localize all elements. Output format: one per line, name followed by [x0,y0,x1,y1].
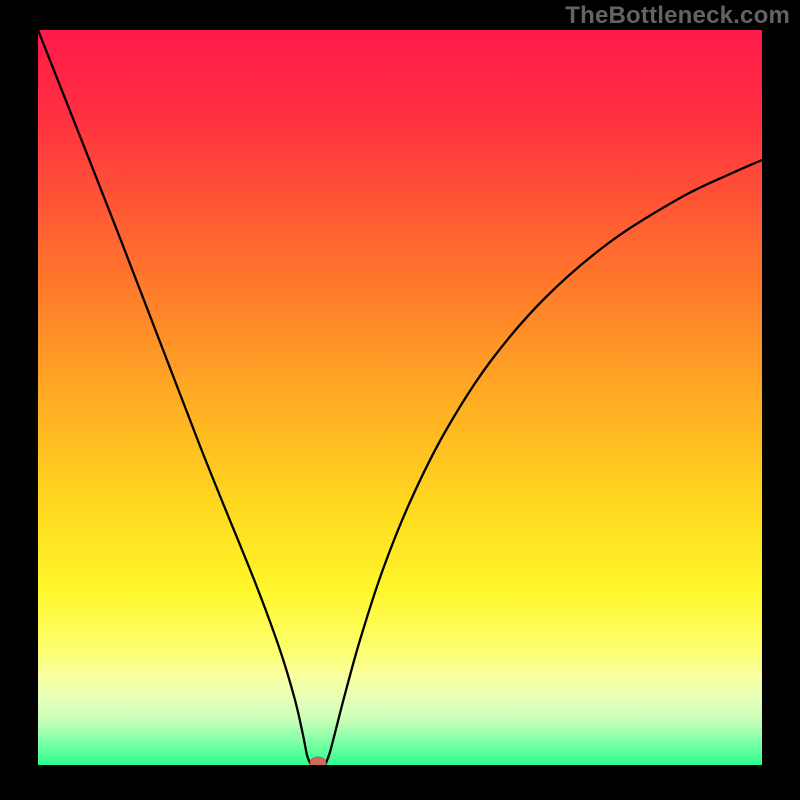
watermark-text: TheBottleneck.com [565,2,790,30]
plot-background [38,30,762,765]
bottleneck-chart [0,0,800,800]
chart-frame: TheBottleneck.com [0,0,800,800]
minimum-marker [310,757,326,769]
